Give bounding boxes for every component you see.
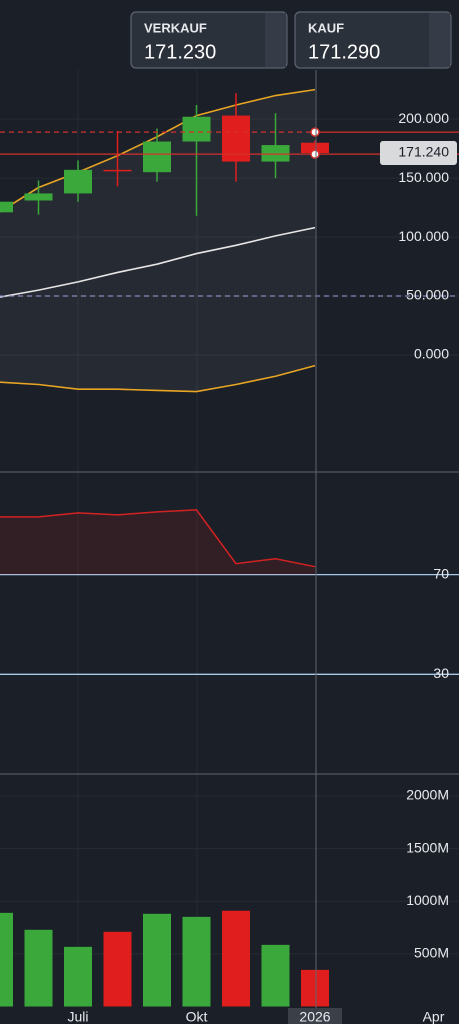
indicator-line (0, 226, 316, 298)
volume-bar (222, 910, 250, 1007)
y-tick-label: 100.000 (398, 228, 449, 244)
candle-body (103, 169, 132, 172)
volume-bar (301, 969, 329, 1007)
y-tick-label: 30 (433, 665, 449, 681)
buy-box[interactable] (294, 11, 452, 69)
y-tick-label: 2000M (406, 787, 449, 803)
volume-bar (64, 946, 92, 1007)
rsi-line (0, 509, 316, 568)
volume-bar (182, 916, 211, 1007)
buy-price: 171.290 (308, 41, 380, 63)
x-tick-label: Juli (67, 1009, 88, 1024)
y-tick-label: 500M (414, 945, 449, 961)
level-marker (310, 127, 320, 137)
volume-bar (103, 931, 132, 1007)
sell-price: 171.230 (144, 41, 216, 63)
x-tick-label: Apr (423, 1009, 445, 1024)
candle-body (64, 169, 92, 194)
volume-bar (261, 944, 290, 1007)
sell-strip (265, 13, 286, 67)
candle-body (0, 201, 13, 213)
buy-label: KAUF (308, 20, 344, 35)
sell-button[interactable]: VERKAUF 171.230 (130, 11, 288, 69)
volume-bar (143, 913, 171, 1007)
volume-bar (0, 912, 13, 1007)
y-tick-label: 200.000 (398, 110, 449, 126)
y-tick-label: 150.000 (398, 169, 449, 185)
y-tick-label: 50.000 (406, 287, 449, 303)
y-tick-label: 0.000 (414, 346, 449, 362)
y-tick-label: 1000M (406, 892, 449, 908)
x-tick-label: 2026 (299, 1009, 330, 1024)
level-marker (310, 149, 320, 159)
buy-strip (429, 13, 450, 67)
candle-body (143, 141, 171, 173)
y-tick-label: 70 (433, 565, 449, 581)
price-label-box (380, 141, 457, 166)
indicator-line (0, 364, 316, 393)
candle-body (261, 145, 290, 162)
x-label-highlight (288, 1008, 342, 1024)
sell-label: VERKAUF (144, 20, 207, 35)
candle-body (182, 116, 211, 142)
x-tick-label: Okt (186, 1009, 208, 1024)
buy-button[interactable]: KAUF 171.290 (294, 11, 452, 69)
area-fill (0, 509, 315, 575)
candle-body (301, 142, 329, 154)
price-label: 171.240 (398, 144, 449, 160)
volume-bar (24, 929, 53, 1007)
y-tick-label: 1500M (406, 839, 449, 855)
candle-body (24, 193, 53, 201)
sell-box[interactable] (130, 11, 288, 69)
